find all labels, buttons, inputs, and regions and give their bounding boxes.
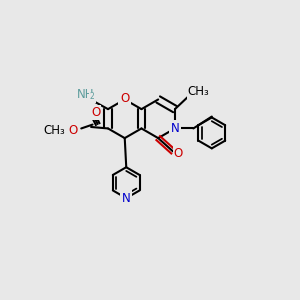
Text: O: O: [120, 92, 129, 105]
Text: CH₃: CH₃: [44, 124, 65, 137]
Text: 2: 2: [90, 92, 94, 101]
Text: O: O: [69, 124, 78, 137]
Text: N: N: [122, 192, 130, 205]
Text: CH₃: CH₃: [188, 85, 210, 98]
Text: O: O: [91, 106, 100, 119]
Text: O: O: [174, 147, 183, 161]
Text: N: N: [171, 122, 179, 135]
Text: NH: NH: [77, 88, 94, 101]
